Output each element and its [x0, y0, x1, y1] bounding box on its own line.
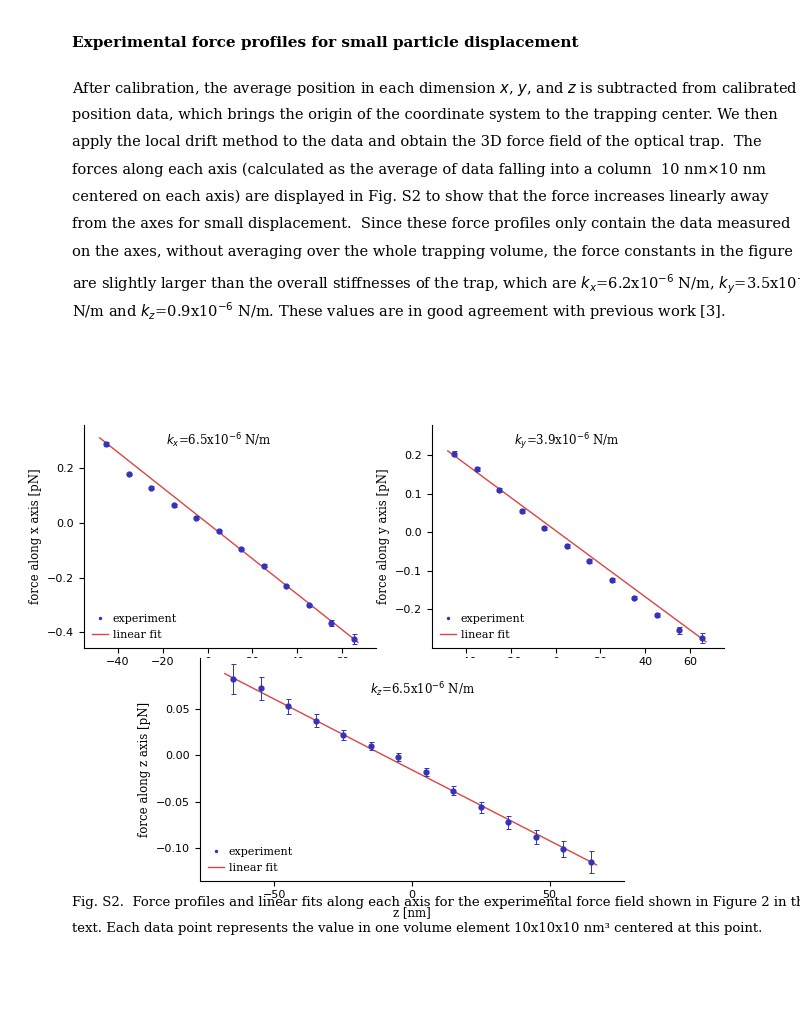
Text: Fig. S2.  Force profiles and linear fits along each axis for the experimental fo: Fig. S2. Force profiles and linear fits …	[72, 896, 800, 910]
Text: from the axes for small displacement.  Since these force profiles only contain t: from the axes for small displacement. Si…	[72, 218, 790, 231]
Legend: experiment, linear fit: experiment, linear fit	[90, 612, 179, 642]
Y-axis label: force along y axis [pN]: force along y axis [pN]	[377, 468, 390, 604]
Text: After calibration, the average position in each dimension $x$, $y$, and $z$ is s: After calibration, the average position …	[72, 80, 798, 98]
Text: $k_z$=6.5x10$^{-6}$ N/m: $k_z$=6.5x10$^{-6}$ N/m	[370, 681, 474, 699]
Text: text. Each data point represents the value in one volume element 10x10x10 nm³ ce: text. Each data point represents the val…	[72, 922, 762, 936]
Y-axis label: force along x axis [pN]: force along x axis [pN]	[29, 468, 42, 604]
Text: on the axes, without averaging over the whole trapping volume, the force constan: on the axes, without averaging over the …	[72, 244, 793, 259]
Text: position data, which brings the origin of the coordinate system to the trapping : position data, which brings the origin o…	[72, 108, 778, 121]
Text: are slightly larger than the overall stiffnesses of the trap, which are $k_x$=6.: are slightly larger than the overall sti…	[72, 272, 800, 295]
Text: centered on each axis) are displayed in Fig. S2 to show that the force increases: centered on each axis) are displayed in …	[72, 190, 769, 204]
Text: $k_x$=6.5x10$^{-6}$ N/m: $k_x$=6.5x10$^{-6}$ N/m	[166, 431, 271, 451]
Legend: experiment, linear fit: experiment, linear fit	[438, 612, 527, 642]
X-axis label: z [nm]: z [nm]	[393, 905, 431, 919]
Legend: experiment, linear fit: experiment, linear fit	[206, 845, 295, 875]
Text: Experimental force profiles for small particle displacement: Experimental force profiles for small pa…	[72, 36, 578, 51]
Y-axis label: force along z axis [pN]: force along z axis [pN]	[138, 701, 150, 837]
Text: $k_y$=3.9x10$^{-6}$ N/m: $k_y$=3.9x10$^{-6}$ N/m	[514, 431, 619, 452]
Text: forces along each axis (calculated as the average of data falling into a column : forces along each axis (calculated as th…	[72, 163, 766, 177]
X-axis label: x [nm]: x [nm]	[211, 672, 249, 686]
Text: N/m and $k_z$=0.9x10$^{-6}$ N/m. These values are in good agreement with previou: N/m and $k_z$=0.9x10$^{-6}$ N/m. These v…	[72, 299, 726, 321]
X-axis label: y [nm]: y [nm]	[559, 672, 597, 686]
Text: apply the local drift method to the data and obtain the 3D force field of the op: apply the local drift method to the data…	[72, 135, 762, 149]
